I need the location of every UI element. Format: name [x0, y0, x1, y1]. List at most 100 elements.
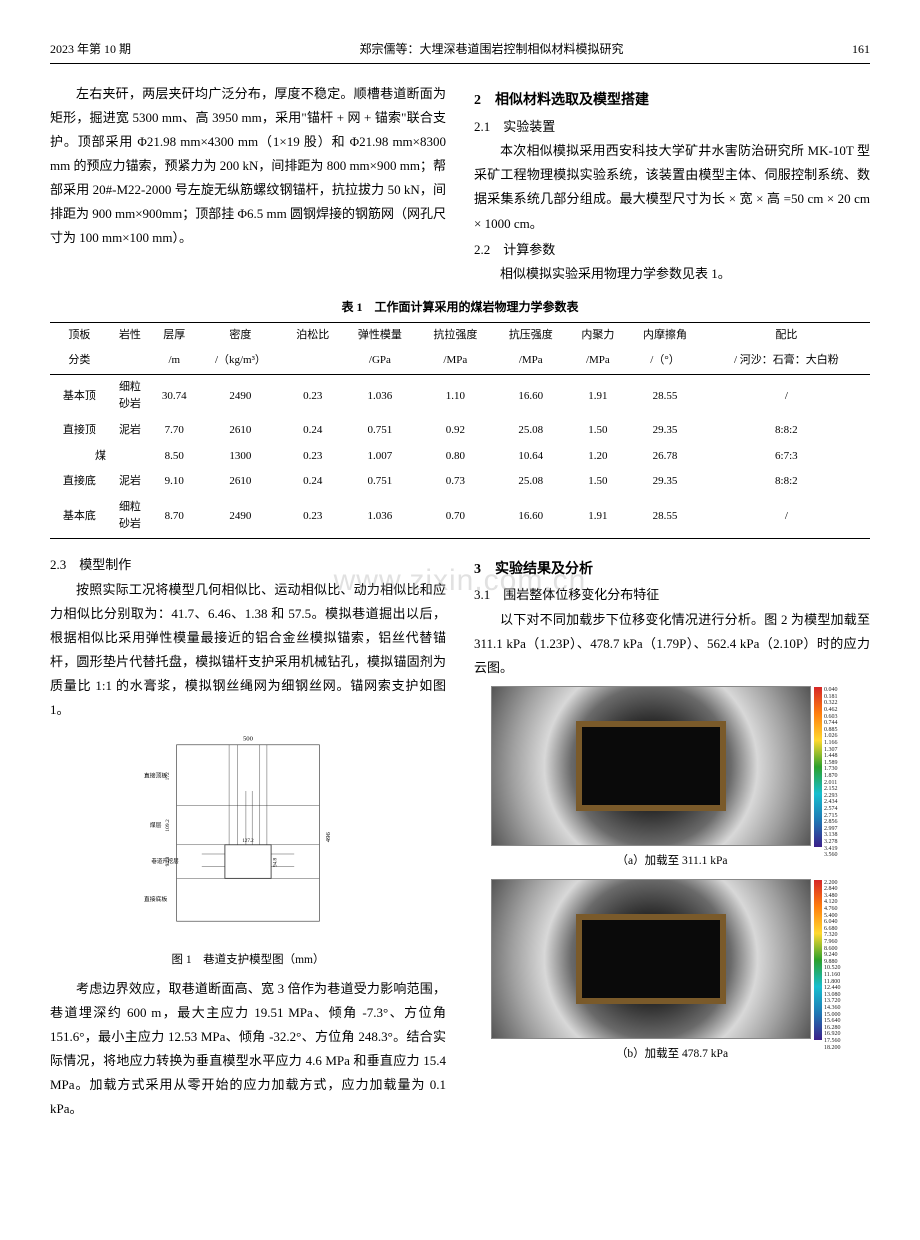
table-row: 基本顶细粒 砂岩30.7424900.231.0361.1016.601.912… — [50, 374, 870, 418]
table-cell: 2490 — [197, 374, 283, 418]
table-col-unit: /GPa — [342, 348, 417, 374]
legend-tick: 11.160 — [824, 972, 850, 979]
upper-right-col: 2 相似材料选取及模型搭建 2.1 实验装置 本次相似模拟采用西安科技大学矿井水… — [474, 82, 870, 288]
legend-tick: 1.307 — [824, 747, 850, 754]
table-col-unit: /MPa — [493, 348, 568, 374]
lower-right-col: 3 实验结果及分析 3.1 围岩整体位移变化分布特征 以下对不同加载步下位移变化… — [474, 551, 870, 1124]
legend-tick: 2.434 — [824, 799, 850, 806]
table-col-unit: /MPa — [568, 348, 627, 374]
table-cell: 16.60 — [493, 374, 568, 418]
table-cell: 28.55 — [627, 495, 702, 539]
table-cell: 0.23 — [283, 374, 342, 418]
legend-tick: 13.720 — [824, 998, 850, 1005]
table-cell: 0.73 — [418, 469, 493, 495]
table-cell: 1.50 — [568, 469, 627, 495]
table-col-header: 内摩擦角 — [627, 322, 702, 348]
table-1-caption: 表 1 工作面计算采用的煤岩物理力学参数表 — [50, 298, 870, 317]
paragraph-2-1: 本次相似模拟采用西安科技大学矿井水害防治研究所 MK-10T 型采矿工程物理模拟… — [474, 139, 870, 235]
legend-tick: 13.080 — [824, 992, 850, 999]
figure-2b-image: 2.2002.8403.4804.1204.7605.4006.0406.680… — [491, 879, 811, 1039]
figure-2b-legend: 2.2002.8403.4804.1204.7605.4006.0406.680… — [814, 880, 852, 1040]
section-2-1: 2.1 实验装置 — [474, 117, 870, 138]
paragraph-3-1a: 以下对不同加载步下位移变化情况进行分析。图 2 为模型加载至 311.1 kPa… — [474, 608, 870, 680]
legend-tick: 12.440 — [824, 985, 850, 992]
legend-tick: 9.880 — [824, 959, 850, 966]
legend-tick: 9.240 — [824, 952, 850, 959]
table-1-body: 基本顶细粒 砂岩30.7424900.231.0361.1016.601.912… — [50, 374, 870, 538]
dim-948b: 94.8 — [273, 858, 279, 867]
legend-tick: 1.026 — [824, 733, 850, 740]
legend-tick: 0.462 — [824, 707, 850, 714]
legend-tick: 6.680 — [824, 926, 850, 933]
legend-tick: 2.011 — [824, 780, 850, 787]
table-cell: 0.24 — [283, 469, 342, 495]
table-cell: 8:8:2 — [703, 418, 870, 444]
table-col-header: 配比 — [703, 322, 870, 348]
table-cell: 1.036 — [342, 374, 417, 418]
table-col-header: 层厚 — [151, 322, 197, 348]
legend-tick: 14.360 — [824, 1005, 850, 1012]
table-cell: 0.24 — [283, 418, 342, 444]
table-cell: 8:8:2 — [703, 469, 870, 495]
table-cell: 8.70 — [151, 495, 197, 539]
legend-tick: 2.152 — [824, 786, 850, 793]
table-cell: 泥岩 — [109, 469, 151, 495]
legend-tick: 3.480 — [824, 893, 850, 900]
legend-tick: 0.744 — [824, 720, 850, 727]
table-cell: 煤 — [50, 444, 151, 470]
table-cell: / — [703, 495, 870, 539]
figure-2b-caption: （b）加载至 478.7 kPa — [474, 1045, 870, 1063]
legend-tick: 1.589 — [824, 760, 850, 767]
legend-tick: 3.560 — [824, 852, 850, 859]
legend-tick: 5.400 — [824, 913, 850, 920]
table-cell: 8.50 — [151, 444, 197, 470]
figure-1-svg: 500 496 172 109.2 94.8 127.2 94.8 直接顶板 煤… — [98, 728, 398, 938]
table-col-header: 抗压强度 — [493, 322, 568, 348]
table-cell: 泥岩 — [109, 418, 151, 444]
legend-tick: 3.419 — [824, 846, 850, 853]
legend-tick: 1.448 — [824, 753, 850, 760]
legend-tick: 1.166 — [824, 740, 850, 747]
table-cell: 26.78 — [627, 444, 702, 470]
legend-tick: 4.760 — [824, 906, 850, 913]
table-cell: 1.10 — [418, 374, 493, 418]
table-cell: 25.08 — [493, 469, 568, 495]
table-cell: 7.70 — [151, 418, 197, 444]
legend-tick: 0.181 — [824, 694, 850, 701]
table-col-unit: /（kg/m³） — [197, 348, 283, 374]
legend-tick: 10.520 — [824, 965, 850, 972]
legend-tick: 11.800 — [824, 979, 850, 986]
section-3: 3 实验结果及分析 — [474, 559, 870, 581]
legend-tick: 0.040 — [824, 687, 850, 694]
table-cell: 28.55 — [627, 374, 702, 418]
legend-tick: 0.603 — [824, 714, 850, 721]
table-cell: 基本顶 — [50, 374, 109, 418]
section-2-3: 2.3 模型制作 — [50, 555, 446, 576]
table-row: 直接顶泥岩7.7026100.240.7510.9225.081.5029.35… — [50, 418, 870, 444]
legend-tick: 16.920 — [824, 1031, 850, 1038]
figure-2b: 2.2002.8403.4804.1204.7605.4006.0406.680… — [474, 879, 870, 1039]
table-col-header: 密度 — [197, 322, 283, 348]
legend-tick: 15.640 — [824, 1018, 850, 1025]
table-cell: 29.35 — [627, 469, 702, 495]
table-col-unit: / 河沙：石膏：大白粉 — [703, 348, 870, 374]
table-col-unit: /（°） — [627, 348, 702, 374]
legend-tick: 0.885 — [824, 727, 850, 734]
label-coal: 煤层 — [150, 821, 162, 829]
legend-tick: 2.715 — [824, 813, 850, 820]
legend-tick: 2.856 — [824, 819, 850, 826]
label-floor: 直接底板 — [144, 895, 168, 903]
table-col-header: 岩性 — [109, 322, 151, 348]
table-cell: 0.751 — [342, 469, 417, 495]
table-cell: 1.036 — [342, 495, 417, 539]
dim-1092: 109.2 — [165, 819, 171, 832]
legend-tick: 2.200 — [824, 880, 850, 887]
table-cell: 1.50 — [568, 418, 627, 444]
table-cell: 直接顶 — [50, 418, 109, 444]
legend-tick: 2.997 — [824, 826, 850, 833]
table-col-header: 内聚力 — [568, 322, 627, 348]
table-row: 直接底泥岩9.1026100.240.7510.7325.081.5029.35… — [50, 469, 870, 495]
legend-tick: 8.600 — [824, 946, 850, 953]
legend-tick: 0.322 — [824, 700, 850, 707]
page-header: 2023 年第 10 期 郑宗儒等：大埋深巷道围岩控制相似材料模拟研究 161 — [50, 40, 870, 64]
